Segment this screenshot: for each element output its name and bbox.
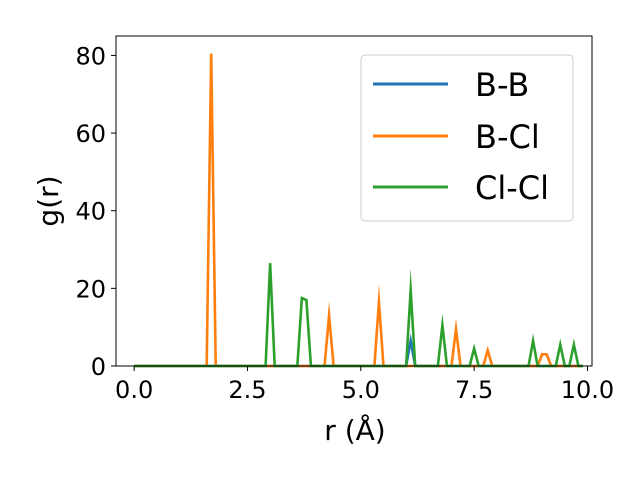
- series-line-cl-cl: [134, 263, 583, 368]
- x-axis-label: r (Å): [324, 413, 385, 447]
- x-tick-label: 5.0: [342, 376, 380, 404]
- legend: B-B B-Cl Cl-Cl: [360, 54, 574, 222]
- legend-label-b-cl: B-Cl: [475, 118, 540, 156]
- y-tick-label: 0: [91, 353, 106, 381]
- y-tick-label: 40: [75, 198, 106, 226]
- x-tick-label: 7.5: [455, 376, 493, 404]
- legend-box: [360, 54, 574, 222]
- y-axis-label: g(r): [32, 175, 65, 226]
- x-tick-label: 10.0: [561, 376, 614, 404]
- x-axis: 0.0 2.5 5.0 7.5 10.0: [115, 366, 614, 404]
- y-axis: 0 20 40 60 80: [75, 42, 116, 381]
- y-tick-label: 20: [75, 275, 106, 303]
- legend-label-cl-cl: Cl-Cl: [475, 169, 549, 207]
- axes-border: [115, 35, 593, 367]
- axes-frame: [115, 35, 593, 367]
- x-tick-label: 0.0: [115, 376, 153, 404]
- y-tick-label: 80: [75, 42, 106, 70]
- series-line-b-b: [134, 333, 583, 368]
- y-tick-label: 60: [75, 120, 106, 148]
- legend-label-b-b: B-B: [475, 66, 529, 104]
- x-tick-label: 2.5: [228, 376, 266, 404]
